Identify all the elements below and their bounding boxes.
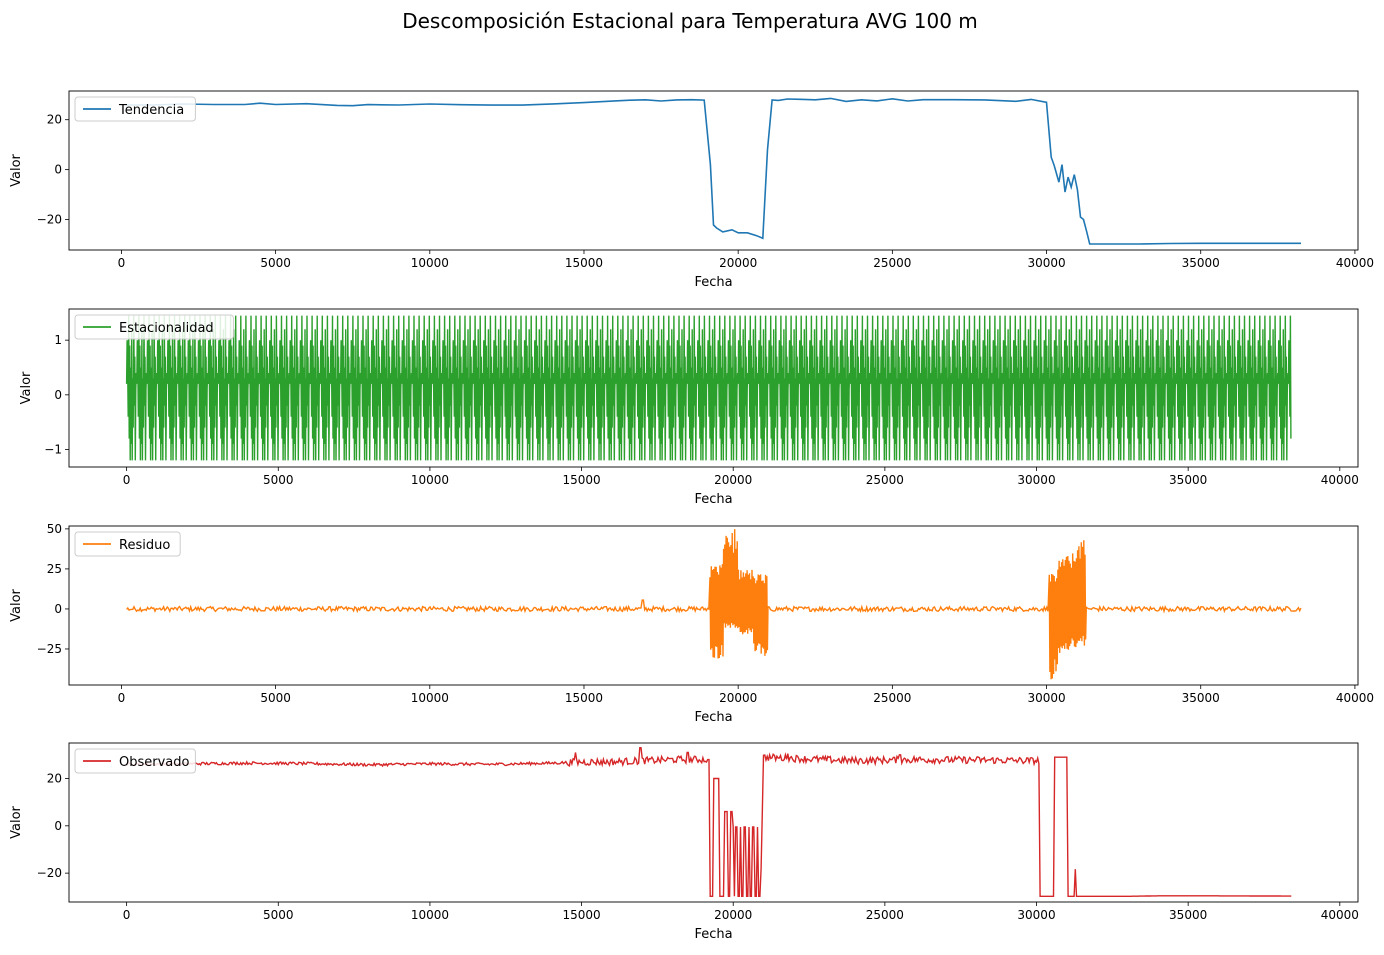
x-tick-label: 35000 xyxy=(1169,908,1207,922)
x-tick-label: 20000 xyxy=(714,473,752,487)
x-tick-label: 0 xyxy=(118,256,126,270)
x-tick-label: 30000 xyxy=(1017,473,1055,487)
legend-box xyxy=(74,96,196,122)
y-tick-label: −20 xyxy=(37,866,62,880)
y-tick-label: 50 xyxy=(47,522,62,536)
legend-box xyxy=(74,531,181,557)
y-tick-label: 1 xyxy=(54,333,62,347)
series-line-trend xyxy=(126,97,1301,245)
series-line-residual xyxy=(126,529,1302,680)
legend: Tendencia xyxy=(74,96,196,122)
y-tick-label: 0 xyxy=(54,602,62,616)
panel-observed: 0 5000 10000 15000 20000 25000 30000 35000 40000… xyxy=(9,742,1359,942)
x-tick-label: 40000 xyxy=(1321,473,1359,487)
x-tick-label: 40000 xyxy=(1336,256,1374,270)
y-axis-label: Valor xyxy=(9,588,24,621)
x-tick-label: 5000 xyxy=(260,691,291,705)
x-tick-label: 25000 xyxy=(866,473,904,487)
y-tick-label: 0 xyxy=(54,819,62,833)
x-tick-label: 10000 xyxy=(411,908,449,922)
x-tick-label: 0 xyxy=(123,908,131,922)
y-tick-label: 20 xyxy=(47,771,62,785)
axes-frame xyxy=(68,742,1359,903)
x-tick-label: 0 xyxy=(123,473,131,487)
panel-seasonal: 0 5000 10000 15000 20000 25000 30000 35000 40000… xyxy=(19,308,1359,507)
y-tick-label: −20 xyxy=(37,213,62,227)
legend-label: Observado xyxy=(119,755,190,770)
x-tick-label: 15000 xyxy=(565,691,603,705)
x-tick-label: 30000 xyxy=(1027,256,1065,270)
x-tick-label: 5000 xyxy=(260,256,291,270)
y-axis-label: Valor xyxy=(19,371,34,404)
x-tick-label: 25000 xyxy=(866,908,904,922)
legend-box xyxy=(74,748,196,774)
panel-trend: 0 5000 10000 15000 20000 25000 30000 35000 40000… xyxy=(9,90,1374,290)
y-tick-label: 0 xyxy=(54,163,62,177)
figure-title: Descomposición Estacional para Temperatu… xyxy=(402,9,978,33)
x-tick-label: 20000 xyxy=(714,908,752,922)
y-tick-label: 20 xyxy=(47,113,62,127)
x-axis-label: Fecha xyxy=(694,710,732,725)
x-axis-label: Fecha xyxy=(694,492,732,507)
y-axis-label: Valor xyxy=(9,805,24,838)
axes-frame xyxy=(68,308,1359,468)
y-tick-label: 25 xyxy=(47,562,62,576)
series-line-seasonal xyxy=(125,315,1292,461)
x-tick-label: 20000 xyxy=(719,256,757,270)
x-tick-label: 10000 xyxy=(411,473,449,487)
axes-frame xyxy=(68,90,1359,251)
x-tick-label: 15000 xyxy=(562,908,600,922)
legend: Estacionalidad xyxy=(74,314,234,340)
x-tick-label: 40000 xyxy=(1336,691,1374,705)
panel-residual: 0 5000 10000 15000 20000 25000 30000 35000 40000… xyxy=(9,522,1374,725)
x-axis-label: Fecha xyxy=(694,275,732,290)
y-tick-label: −1 xyxy=(44,443,62,457)
legend-box xyxy=(74,314,234,340)
y-tick-label: 0 xyxy=(54,388,62,402)
x-tick-label: 10000 xyxy=(411,256,449,270)
x-tick-label: 20000 xyxy=(719,691,757,705)
x-tick-label: 5000 xyxy=(263,908,294,922)
x-tick-label: 25000 xyxy=(873,256,911,270)
x-tick-label: 0 xyxy=(118,691,126,705)
x-tick-label: 5000 xyxy=(263,473,294,487)
series-line-observed xyxy=(126,747,1292,897)
x-tick-label: 35000 xyxy=(1182,256,1220,270)
y-axis-label: Valor xyxy=(9,153,24,186)
legend: Residuo xyxy=(74,531,181,557)
legend-label: Residuo xyxy=(119,538,170,553)
legend-label: Tendencia xyxy=(118,103,184,118)
legend: Observado xyxy=(74,748,196,774)
x-tick-label: 35000 xyxy=(1182,691,1220,705)
x-tick-label: 25000 xyxy=(873,691,911,705)
x-tick-label: 15000 xyxy=(565,256,603,270)
legend-label: Estacionalidad xyxy=(119,321,214,336)
x-tick-label: 40000 xyxy=(1321,908,1359,922)
axes-frame xyxy=(68,525,1359,686)
x-tick-label: 30000 xyxy=(1017,908,1055,922)
x-tick-label: 10000 xyxy=(411,691,449,705)
y-tick-label: −25 xyxy=(37,642,62,656)
x-tick-label: 35000 xyxy=(1169,473,1207,487)
x-axis-label: Fecha xyxy=(694,927,732,942)
x-tick-label: 30000 xyxy=(1027,691,1065,705)
x-tick-label: 15000 xyxy=(562,473,600,487)
